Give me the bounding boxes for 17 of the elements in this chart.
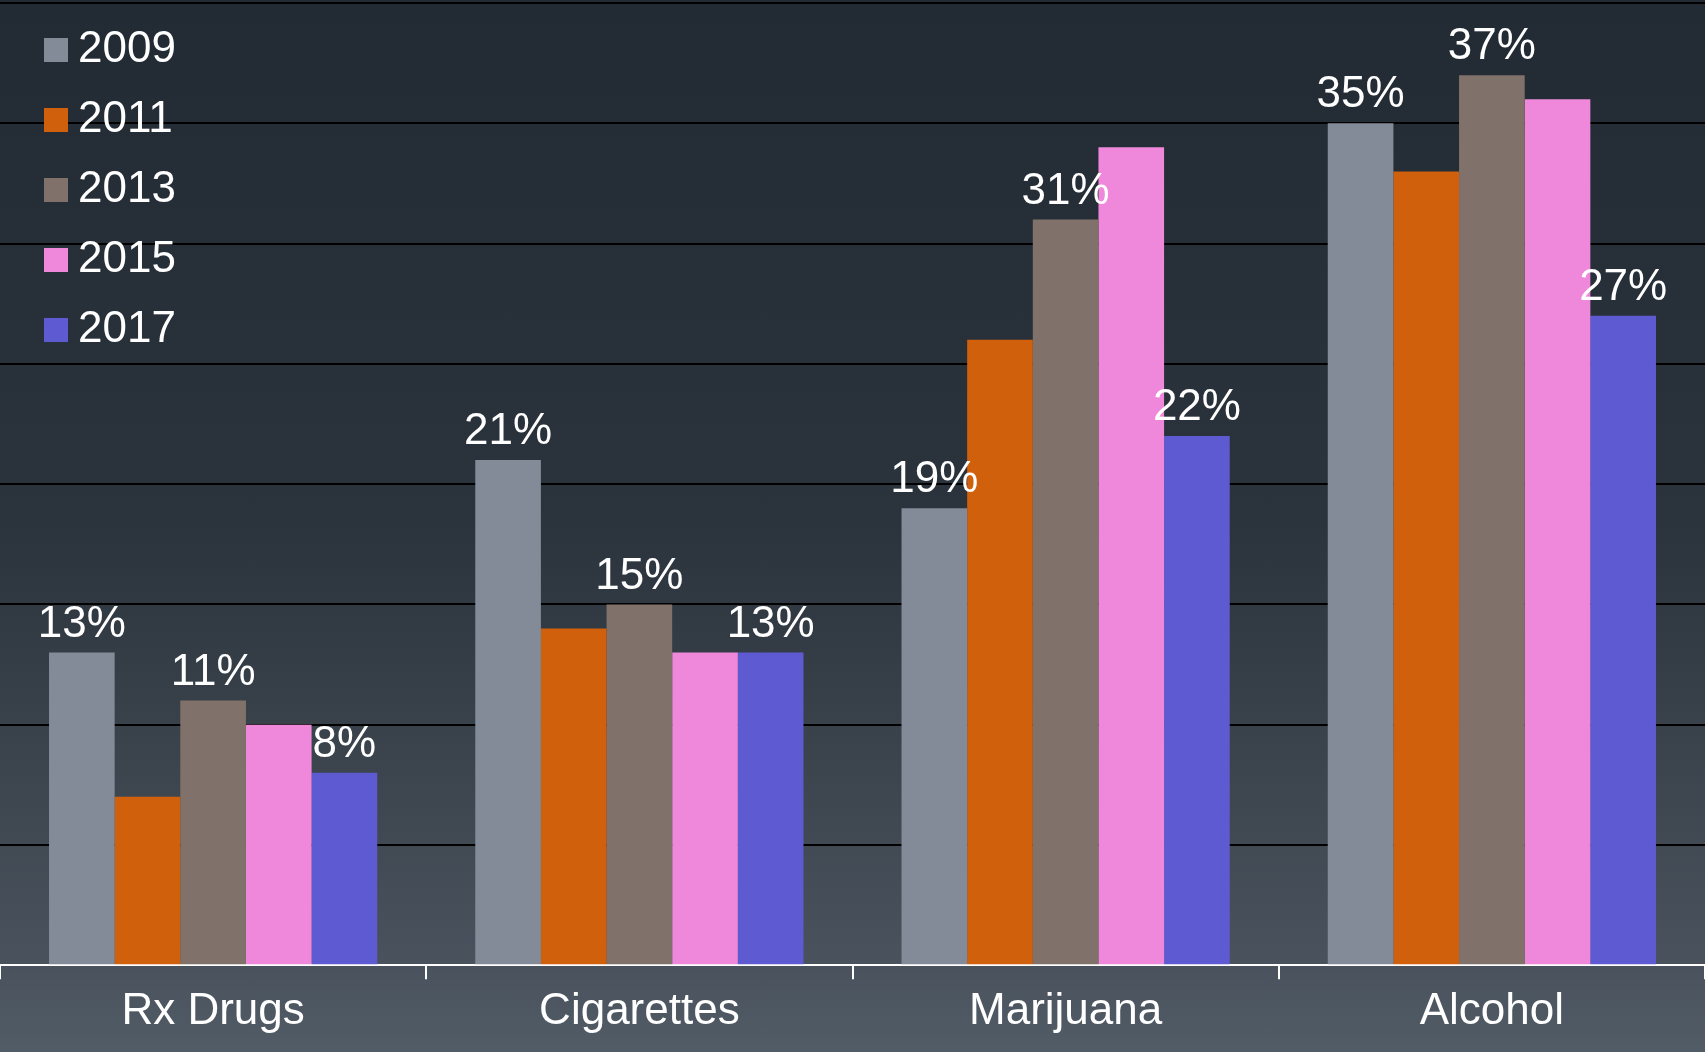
legend-label: 2013 (78, 162, 176, 212)
data-label: 15% (595, 548, 684, 598)
data-label: 13% (37, 596, 126, 646)
x-tick-label: Alcohol (1419, 983, 1565, 1033)
legend-label: 2017 (78, 302, 176, 352)
data-label: 37% (1447, 19, 1536, 69)
legend-label: 2009 (78, 22, 176, 72)
x-tick-label: Cigarettes (539, 983, 740, 1033)
legend-label: 2011 (78, 92, 173, 142)
legend-label: 2015 (78, 232, 176, 282)
data-label: 8% (312, 716, 377, 766)
data-label: 13% (726, 596, 815, 646)
data-label: 11% (170, 644, 256, 694)
data-label: 21% (464, 404, 553, 454)
x-tick-label: Marijuana (969, 983, 1163, 1033)
data-label: 35% (1316, 67, 1405, 117)
x-tick-label: Rx Drugs (121, 983, 305, 1033)
